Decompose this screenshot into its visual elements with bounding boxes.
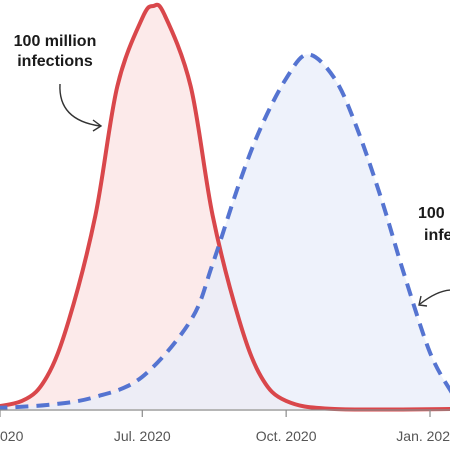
annotation-second-arrowhead [418,295,428,307]
annotation-second-line-2: infe [424,227,450,244]
annotation-first-arrowhead [92,119,103,132]
series-2-line [0,52,450,410]
x-tick-label: Jan. 202 [396,428,450,444]
annotation-first-curve: 100 million infections [14,33,103,132]
curve-lines [0,2,450,412]
annotation-first-line-1: 100 million [14,33,97,50]
series-1-line [0,2,450,412]
annotation-second-line-1: 100 [418,205,445,222]
series-1-area [0,4,450,410]
annotation-second-arrow [419,289,450,305]
x-tick-label: 020 [0,428,24,444]
x-tick-label: Jul. 2020 [114,428,171,444]
x-axis-ticks: 020 Jul. 2020 Oct. 2020 Jan. 202 [0,410,450,444]
x-tick-label: Oct. 2020 [256,428,317,444]
annotation-first-arrow [59,83,101,127]
annotation-second-curve: 100 infe [418,205,450,307]
annotation-first-line-2: infections [17,53,93,70]
